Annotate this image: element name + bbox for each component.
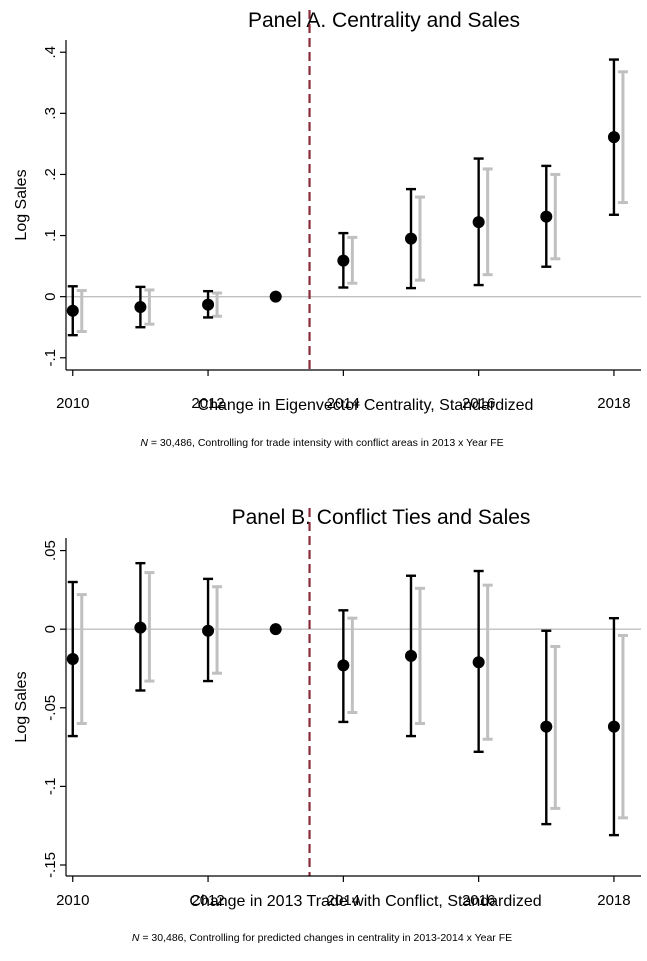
note-n: N [140,437,148,449]
sample-note: N = 30,486, Controlling for trade intens… [140,437,503,449]
ci-secondary-2012 [212,291,223,318]
sample-note: N = 30,486, Controlling for predicted ch… [132,932,512,944]
y-tick-label: .3 [42,107,59,120]
y-tick-label: 0 [42,292,59,300]
x-tick-label: 2014 [327,395,360,412]
point-2018 [607,720,620,733]
x-tick-label: 2012 [191,892,224,909]
y-tick-label: -.1 [42,778,59,796]
y-axis-label: Log Sales [13,169,30,240]
y-axis-label: Log Sales [13,671,30,742]
point-2017 [540,210,553,223]
ci-secondary-2014 [347,616,358,715]
ci-secondary-2018 [617,70,628,205]
y-tick-label: -.15 [42,852,59,878]
point-2017 [540,720,553,733]
panel-a: Panel A. Centrality and Sales -.1 0 .1 .2 .3.… [13,9,641,449]
x-tick-label: 2016 [462,892,495,909]
chart-title: Panel A. Centrality and Sales [248,9,520,32]
point-2016 [472,656,485,669]
x-tick-label: 2018 [597,395,630,412]
point-2010 [66,304,79,317]
ci-secondary-2010 [76,289,87,333]
point-2016 [472,216,485,229]
x-tick-label: 2010 [56,892,89,909]
point-2018 [607,131,620,144]
point-2015 [405,232,417,245]
y-tick-label: .1 [42,229,59,242]
x-tick-label: 2010 [56,395,89,412]
y-tick-label: -.1 [42,349,59,367]
x-axis-label: Change in Eigenvector Centrality, Standa… [198,397,534,414]
x-axis-label: Change in 2013 Trade with Conflict, Stan… [189,893,541,910]
note-n: N [132,932,140,944]
panel-b: Panel B. Conflict Ties and Sales -.15 -.1 -… [13,506,641,944]
x-tick-label: 2016 [462,395,495,412]
ci-secondary-2017 [550,644,561,810]
ci-secondary-2011 [144,571,155,683]
point-2011 [134,621,147,634]
point-2011 [134,301,147,314]
x-tick-label: 2018 [597,892,630,909]
ci-secondary-2016 [482,167,493,277]
point-2010 [66,653,79,666]
point-2013 [269,290,282,303]
point-2015 [405,649,417,662]
point-2012 [202,624,215,637]
y-tick-label: .2 [42,168,59,181]
ci-secondary-2015 [415,195,425,282]
point-2013 [269,623,282,636]
point-2014 [337,254,350,267]
ci-secondary-2014 [347,235,358,285]
y-tick-label: .4 [42,46,59,59]
ci-secondary-2018 [617,633,628,820]
point-2014 [337,659,350,672]
note-text: = 30,486, Controlling for trade intensit… [148,437,504,449]
ci-secondary-2010 [76,593,87,726]
x-tick-label: 2014 [327,892,360,909]
ci-secondary-2015 [415,586,425,726]
y-tick-label: 0 [42,625,59,633]
ci-secondary-2017 [550,172,561,261]
point-2012 [202,298,215,311]
ci-secondary-2012 [212,585,223,675]
ci-secondary-2016 [482,583,493,741]
chart-title: Panel B. Conflict Ties and Sales [232,506,531,529]
y-tick-label: -.05 [42,695,59,721]
x-tick-label: 2012 [191,395,224,412]
y-tick-label: .05 [42,540,59,561]
note-text: = 30,486, Controlling for predicted chan… [139,932,512,944]
ci-secondary-2011 [144,288,155,326]
